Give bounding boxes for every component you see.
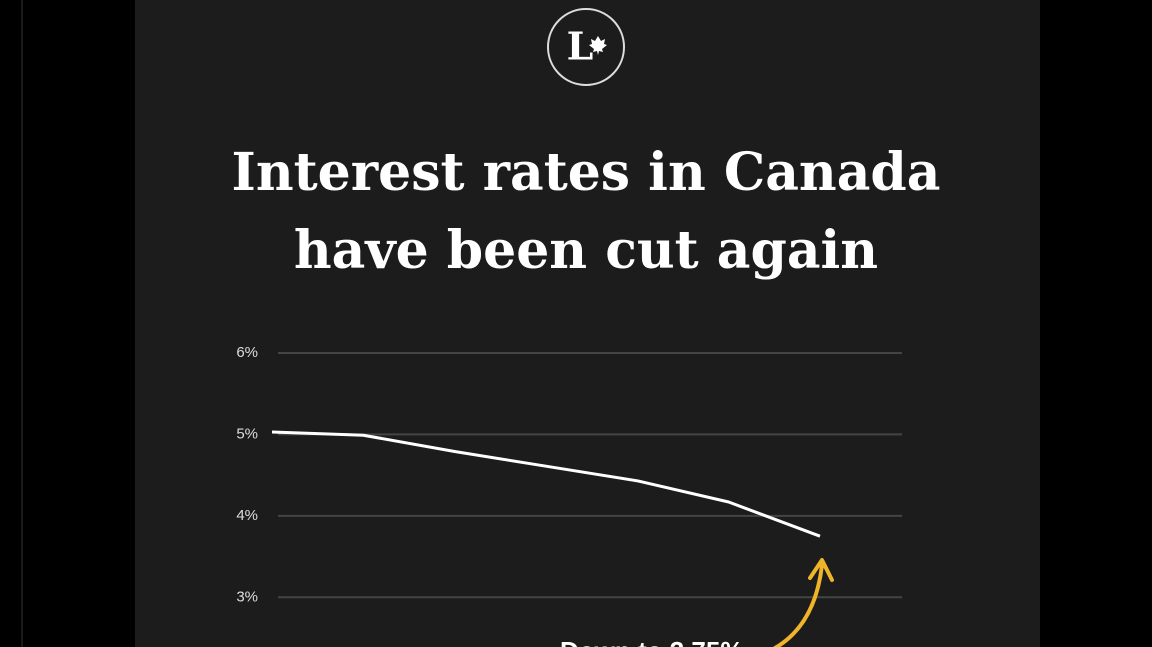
- y-tick-label: 5%: [236, 425, 258, 442]
- y-tick-label: 4%: [236, 507, 258, 524]
- panel: [135, 0, 1040, 647]
- arrow-head: [808, 558, 834, 582]
- chart-title: Interest rates in Canada have been cut a…: [231, 142, 941, 281]
- y-tick-label: 6%: [236, 344, 258, 361]
- annotation: Down to 3.75%: [560, 636, 743, 647]
- logo-ring: [547, 8, 625, 86]
- logo: L: [567, 24, 594, 69]
- y-tick-label: 3%: [236, 588, 258, 605]
- logo-leaf: [589, 36, 607, 55]
- annotation-arrow: [773, 563, 824, 647]
- line: [271, 430, 821, 538]
- plot: 6% 5% 4% 3%: [236, 344, 902, 605]
